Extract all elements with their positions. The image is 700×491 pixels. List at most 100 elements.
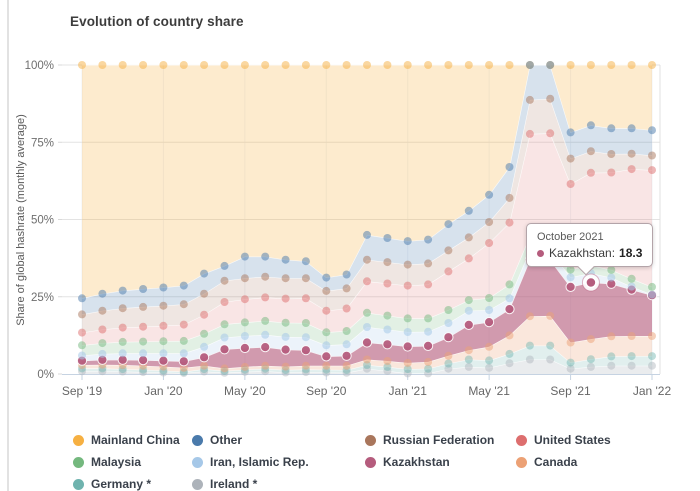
point-iran-islamic-rep[interactable] [383,325,392,334]
point-kazakhstan[interactable] [504,304,515,315]
point-malaysia[interactable] [566,265,575,274]
point-malaysia[interactable] [403,314,412,323]
point-united-states[interactable] [78,328,86,337]
point-united-states[interactable] [607,168,616,177]
point-united-states[interactable] [627,165,636,174]
point-other[interactable] [546,61,555,69]
point-other[interactable] [139,285,148,293]
point-other[interactable] [159,283,168,292]
point-iran-islamic-rep[interactable] [464,306,473,315]
point-canada[interactable] [281,362,290,371]
point-kazakhstan[interactable] [463,319,474,330]
point-canada[interactable] [363,355,371,364]
point-united-states[interactable] [139,322,148,331]
point-united-states[interactable] [444,267,453,276]
point-kazakhstan[interactable] [402,341,413,352]
point-ireland[interactable] [383,366,392,375]
point-other[interactable] [363,230,371,239]
point-united-states[interactable] [566,180,575,188]
point-other[interactable] [383,234,392,242]
point-ireland[interactable] [648,361,656,370]
point-united-states[interactable] [485,239,494,247]
point-ireland[interactable] [139,368,148,377]
point-iran-islamic-rep[interactable] [281,332,290,341]
point-ireland[interactable] [301,368,310,377]
point-united-states[interactable] [301,294,310,303]
point-kazakhstan[interactable] [382,339,393,350]
point-canada[interactable] [342,361,351,370]
point-iran-islamic-rep[interactable] [342,340,351,349]
point-iran-islamic-rep[interactable] [505,294,514,303]
point-kazakhstan[interactable] [361,337,373,348]
point-germany[interactable] [566,358,575,367]
point-kazakhstan[interactable] [484,317,495,328]
point-germany[interactable] [444,359,453,368]
highlight-point[interactable] [585,276,597,289]
point-russian-federation[interactable] [627,149,636,158]
point-other[interactable] [444,220,453,229]
legend-item-kazakhstan[interactable]: Kazakhstan [365,455,450,469]
point-mainland-china[interactable] [200,61,209,69]
point-malaysia[interactable] [179,336,188,345]
point-mainland-china[interactable] [586,61,595,69]
legend-item-malaysia[interactable]: Malaysia [73,455,141,469]
point-kazakhstan[interactable] [341,350,352,361]
point-mainland-china[interactable] [363,61,371,69]
point-ireland[interactable] [586,362,595,371]
point-iran-islamic-rep[interactable] [485,306,494,314]
point-canada[interactable] [627,332,636,340]
point-ireland[interactable] [281,368,290,377]
point-iran-islamic-rep[interactable] [261,330,270,339]
point-germany[interactable] [363,361,371,369]
point-canada[interactable] [240,362,249,371]
point-united-states[interactable] [118,323,127,332]
point-germany[interactable] [525,341,534,350]
point-iran-islamic-rep[interactable] [301,333,310,342]
point-kazakhstan[interactable] [443,332,454,343]
point-iran-islamic-rep[interactable] [159,349,168,358]
point-iran-islamic-rep[interactable] [322,341,331,350]
point-other[interactable] [342,270,351,279]
point-united-states[interactable] [383,279,392,288]
point-iran-islamic-rep[interactable] [139,349,148,358]
point-malaysia[interactable] [139,337,148,346]
point-malaysia[interactable] [648,282,656,291]
legend-item-russian-federation[interactable]: Russian Federation [365,433,494,447]
point-other[interactable] [566,128,575,137]
point-ireland[interactable] [566,364,575,373]
point-mainland-china[interactable] [403,61,412,69]
point-russian-federation[interactable] [159,301,168,310]
point-russian-federation[interactable] [98,306,107,315]
point-other[interactable] [525,61,534,69]
point-united-states[interactable] [424,280,433,289]
point-malaysia[interactable] [444,306,453,314]
point-other[interactable] [261,252,270,261]
point-other[interactable] [240,252,249,261]
point-russian-federation[interactable] [220,276,229,285]
point-iran-islamic-rep[interactable] [118,349,127,358]
point-russian-federation[interactable] [363,255,371,264]
point-canada[interactable] [546,311,555,320]
point-united-states[interactable] [546,129,555,138]
point-united-states[interactable] [342,304,351,313]
point-malaysia[interactable] [200,329,209,338]
point-ireland[interactable] [118,367,127,376]
point-mainland-china[interactable] [118,61,127,69]
point-germany[interactable] [648,352,656,361]
point-united-states[interactable] [525,129,534,138]
point-other[interactable] [627,124,636,133]
point-mainland-china[interactable] [240,61,249,69]
point-kazakhstan[interactable] [158,355,169,366]
point-russian-federation[interactable] [505,193,514,202]
point-germany[interactable] [485,356,494,365]
point-russian-federation[interactable] [281,274,290,283]
point-kazakhstan[interactable] [565,281,576,292]
point-iran-islamic-rep[interactable] [240,332,249,340]
point-ireland[interactable] [444,364,453,373]
point-ireland[interactable] [525,355,534,364]
point-mainland-china[interactable] [98,61,107,69]
point-canada[interactable] [566,338,575,347]
point-russian-federation[interactable] [301,274,310,283]
point-mainland-china[interactable] [78,61,86,69]
point-united-states[interactable] [586,168,595,177]
